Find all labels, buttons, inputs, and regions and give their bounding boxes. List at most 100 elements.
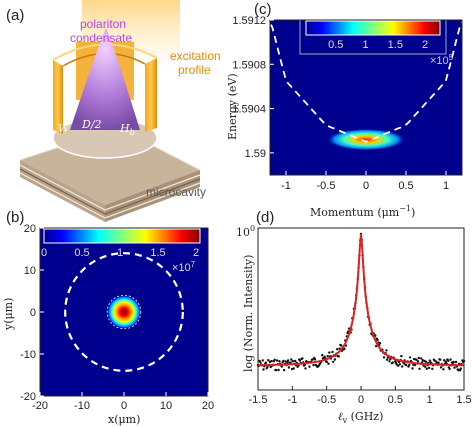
d-data-point [290, 358, 293, 361]
d-data-point [418, 367, 421, 370]
c-ytick-label: 1.5908 [232, 59, 266, 71]
c-xlabel: Momentum (μm−1) [310, 204, 415, 219]
d-data-point [378, 341, 382, 345]
d-data-point [323, 355, 326, 358]
d-data-point [262, 368, 265, 371]
d-xtick-label: -1.5 [249, 394, 268, 406]
b-colorbar-tick: 1.5 [150, 247, 165, 259]
d-data-point [328, 351, 331, 354]
c-ytick-label: 1.59 [245, 148, 266, 160]
d-data-point [273, 358, 276, 361]
d-data-point [391, 361, 394, 364]
c-xticks: -1 -0.5 0 0.5 1 [281, 171, 449, 192]
d-data-point [308, 365, 311, 368]
b-ytick-label: -10 [20, 349, 36, 361]
dim-D2: D/2 [81, 118, 102, 131]
d-data-point [452, 360, 455, 364]
d-ytop-label: 100 [236, 224, 255, 239]
b-colorbar-tick: 1 [117, 247, 123, 259]
d-data-point [331, 350, 334, 354]
d-data-point [297, 364, 300, 367]
b-xtick-label: -10 [74, 400, 90, 412]
d-data-point [286, 361, 289, 364]
b-colorbar [43, 228, 201, 244]
d-data-point [311, 358, 314, 361]
d-data-point [417, 356, 420, 360]
c-colorbar-tick: 1.5 [388, 39, 403, 51]
panel-b-tag: (b) [6, 209, 24, 226]
d-data-point [442, 368, 445, 371]
d-data-point [312, 363, 315, 367]
d-data-point [327, 362, 330, 365]
d-xtick-label: 1 [427, 394, 433, 406]
d-xticks: -1.5 -1 -0.5 0 0.5 1 1.5 [249, 386, 472, 406]
polariton-label-2: condensate [70, 31, 132, 45]
d-data-point [289, 361, 292, 364]
d-data-point [292, 367, 295, 370]
c-xtick-label: -0.5 [317, 180, 336, 192]
d-data-point [304, 367, 307, 370]
d-data-point [275, 369, 278, 372]
d-data-point [411, 367, 414, 370]
d-data-point [459, 367, 462, 370]
dim-H: H [131, 94, 142, 107]
c-xtick-label: 0 [363, 180, 369, 192]
d-data-point [340, 344, 343, 347]
d-data-point [298, 359, 302, 362]
c-colorbar [305, 20, 441, 36]
c-xtick-label: 0.5 [398, 180, 413, 192]
b-inner-circle [106, 294, 142, 330]
condensate-shape [70, 28, 140, 130]
d-data-point [270, 359, 273, 363]
b-ylabel: y(μm) [2, 298, 15, 331]
d-data-point [388, 360, 391, 363]
b-colorbar-multiplier: ×107 [172, 260, 196, 274]
panel-c-tag: (c) [254, 1, 272, 18]
dim-W: W [58, 122, 71, 135]
b-colorbar-tick: 2 [193, 247, 199, 259]
d-data-point [266, 365, 269, 369]
d-data-point [413, 363, 417, 367]
c-colorbar-tick: 2 [422, 39, 428, 51]
d-xtick-label: -0.5 [317, 394, 336, 406]
b-xtick-label: 0 [121, 400, 127, 412]
b-xtick-label: 10 [160, 400, 172, 412]
d-data-point [416, 360, 420, 363]
c-colorbar-tick: 1 [362, 39, 368, 51]
excitation-label-1: excitation [170, 49, 221, 63]
b-xticks: -20 -10 0 10 20 [32, 392, 214, 412]
d-data-point [447, 359, 450, 362]
d-data-point [325, 360, 329, 363]
d-data-point [449, 358, 452, 361]
d-xtick-label: 0.5 [388, 394, 403, 406]
panel-c: (c) 0.5 1 1.5 2 ×105 -1 -0.5 0 0.5 1 1.59121.59… [226, 1, 470, 219]
d-data-point [374, 345, 378, 348]
d-data-point [301, 357, 304, 360]
d-data-point [277, 368, 280, 372]
d-xtick-label: -1 [287, 394, 297, 406]
c-xtick-label: -1 [281, 180, 291, 192]
d-data-point [259, 361, 262, 364]
d-data-point [420, 357, 423, 360]
d-data-point [448, 367, 451, 371]
d-data-point [424, 360, 428, 363]
d-data-point [401, 365, 404, 368]
d-data-point [264, 361, 268, 364]
d-data-point [321, 354, 324, 357]
d-data-point [444, 360, 447, 363]
d-data-point [405, 363, 408, 367]
d-data-point [453, 366, 456, 369]
d-data-point [439, 358, 442, 361]
c-yticks: 1.5912 1.5908 1.5904 1.59 [232, 15, 274, 160]
d-data-point [408, 363, 411, 367]
d-data-point [439, 366, 443, 369]
d-data-point [278, 360, 281, 363]
excitation-label-2: profile [178, 63, 211, 77]
b-colorbar-ticks: 0 0.5 1 1.5 2 [41, 247, 199, 259]
d-data-point [382, 356, 386, 359]
d-data-point [282, 368, 286, 372]
panel-d-tag: (d) [256, 209, 274, 226]
b-yticks: 20 10 0 -10 -20 [20, 223, 44, 403]
d-data-point [400, 354, 403, 358]
d-data-point [343, 347, 346, 351]
